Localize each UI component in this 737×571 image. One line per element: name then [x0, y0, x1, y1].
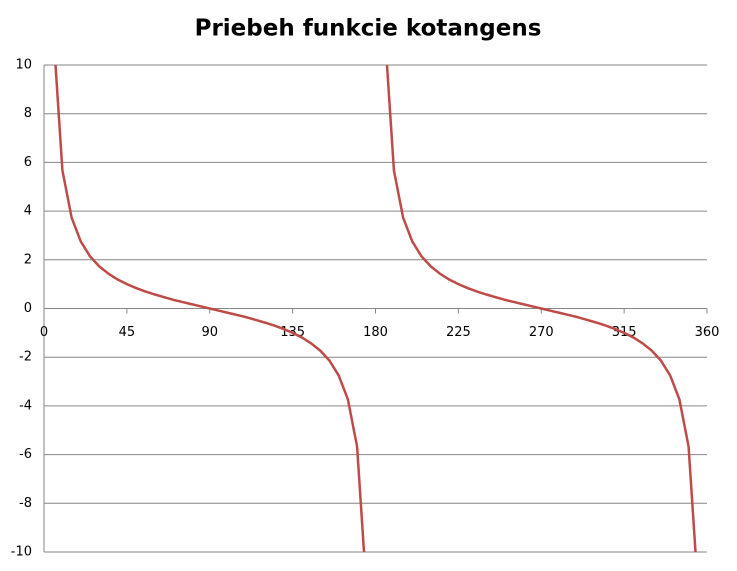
y-tick-label: -8 [19, 496, 32, 511]
x-tick-label: 180 [363, 325, 388, 340]
x-tick-label: 225 [446, 325, 471, 340]
chart-title: Priebeh funkcie kotangens [195, 16, 542, 42]
x-tick-label: 45 [119, 325, 136, 340]
y-tick-label: -2 [19, 350, 32, 365]
line-series [54, 65, 697, 552]
y-tick-label: 8 [24, 106, 32, 121]
y-tick-label: 4 [24, 204, 32, 219]
y-tick-label: -10 [11, 545, 32, 560]
y-tick-label: -6 [19, 447, 32, 462]
y-tick-label: 0 [24, 301, 32, 316]
y-tick-label: -4 [19, 398, 32, 413]
y-tick-label: 6 [24, 155, 32, 170]
y-tick-label: 2 [24, 252, 32, 267]
x-tick-label: 0 [40, 325, 48, 340]
x-tick-label: 360 [695, 325, 720, 340]
x-tick-label: 90 [201, 325, 218, 340]
y-tick-label: 10 [15, 58, 32, 73]
x-tick-label: 270 [529, 325, 554, 340]
